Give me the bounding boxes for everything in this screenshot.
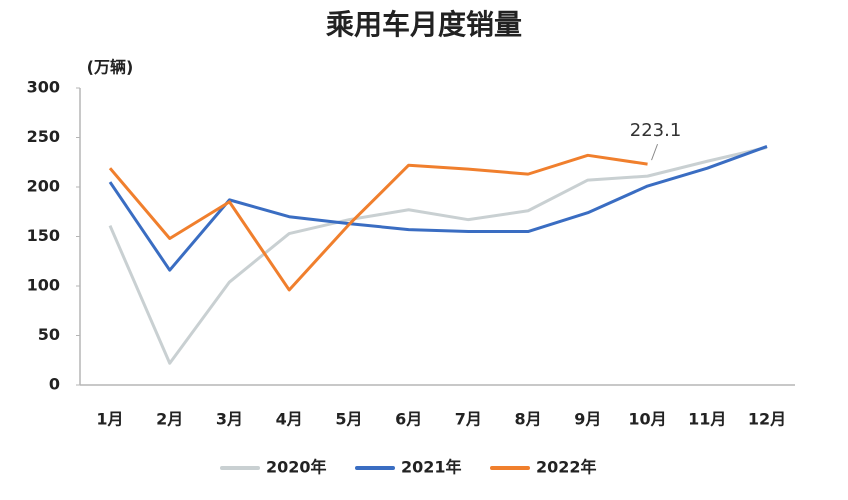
x-tick-label: 8月	[515, 410, 542, 429]
data-label: 223.1	[630, 120, 682, 141]
y-tick-label: 50	[38, 325, 60, 344]
y-unit: (万辆)	[87, 58, 134, 77]
x-tick-label: 10月	[628, 410, 666, 429]
series-line	[108, 153, 648, 292]
x-tick-label: 11月	[688, 410, 726, 429]
y-tick-label: 300	[27, 78, 60, 97]
chart-title: 乘用车月度销量	[326, 8, 522, 41]
y-tick-label: 0	[49, 375, 60, 394]
legend-label: 2021年	[401, 458, 462, 477]
x-tick-label: 2月	[156, 410, 183, 429]
legend-label: 2022年	[536, 458, 597, 477]
y-tick-label: 200	[27, 177, 60, 196]
x-tick-label: 3月	[216, 410, 243, 429]
x-tick-label: 5月	[335, 410, 362, 429]
x-tick-label: 7月	[455, 410, 482, 429]
y-tick-label: 250	[27, 127, 60, 146]
legend-label: 2020年	[266, 458, 327, 477]
series-line	[108, 145, 768, 272]
x-tick-label: 6月	[395, 410, 422, 429]
x-tick-label: 9月	[574, 410, 601, 429]
x-tick-label: 4月	[276, 410, 303, 429]
y-tick-label: 100	[27, 276, 60, 295]
annotation-leader	[651, 143, 659, 161]
series-line	[108, 145, 768, 365]
x-tick-label: 1月	[96, 410, 123, 429]
x-tick-label: 12月	[748, 410, 786, 429]
y-tick-label: 150	[27, 226, 60, 245]
